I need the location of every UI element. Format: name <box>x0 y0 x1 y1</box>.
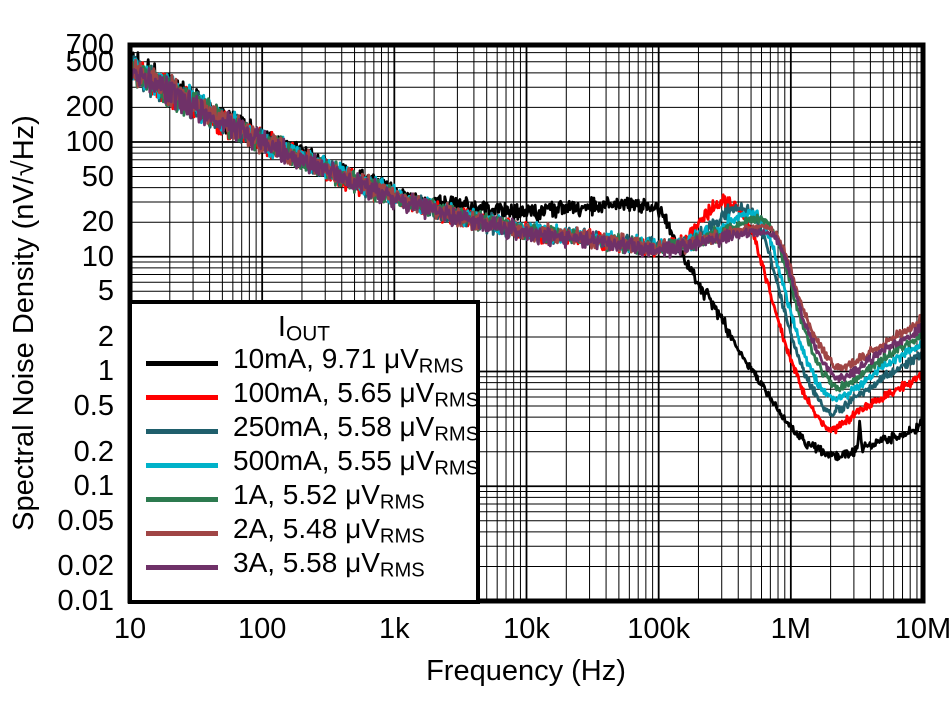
legend-swatch-1A <box>146 496 218 502</box>
legend-label-sub-3A: RMS <box>379 559 425 582</box>
y-tick-label-0.5: 0.5 <box>73 390 114 423</box>
legend-item-100mA: 100mA, 5.65 μVRMS <box>132 377 480 414</box>
legend-title-sub: OUT <box>285 322 331 346</box>
series-curves <box>130 51 923 462</box>
legend-label-sub-500mA: RMS <box>434 457 480 480</box>
x-tick-label-100k: 100k <box>627 613 691 645</box>
legend-label-sub-1A: RMS <box>379 491 425 514</box>
y-tick-label-20: 20 <box>81 206 114 239</box>
legend-swatch-3A <box>146 564 218 570</box>
y-tick-label-0.02: 0.02 <box>57 550 114 583</box>
legend-item-250mA: 250mA, 5.58 μVRMS <box>132 411 480 448</box>
y-tick-label-50: 50 <box>81 160 114 193</box>
legend-label-sub-100mA: RMS <box>434 389 480 412</box>
legend-label-500mA: 500mA, 5.55 μVRMS <box>233 445 480 480</box>
series-curve-3A <box>130 66 923 383</box>
y-tick-label-10: 10 <box>81 240 114 273</box>
legend-label-2A: 2A, 5.48 μVRMS <box>233 513 425 548</box>
legend-item-3A: 3A, 5.58 μVRMS <box>132 547 476 584</box>
x-tick-label-10M: 10M <box>894 613 952 645</box>
x-tick-label-10k: 10k <box>503 613 550 645</box>
y-tick-label-5: 5 <box>97 275 114 308</box>
y-tick-label-0.05: 0.05 <box>57 504 114 537</box>
legend-item-1A: 1A, 5.52 μVRMS <box>132 479 476 516</box>
legend-swatch-10mA <box>146 360 218 366</box>
y-tick-label-0.2: 0.2 <box>73 435 114 468</box>
legend-item-10mA: 10mA, 9.71 μVRMS <box>132 343 476 380</box>
y-tick-label-100: 100 <box>65 125 114 158</box>
legend-title: IOUT <box>132 308 476 346</box>
legend-label-sub-250mA: RMS <box>434 423 480 446</box>
y-tick-label-500: 500 <box>65 45 114 78</box>
legend-label-3A: 3A, 5.58 μVRMS <box>233 547 425 582</box>
legend-box: IOUT 10mA, 9.71 μVRMS 100mA, 5.65 μVRMS 25… <box>128 300 480 604</box>
y-tick-label-700: 700 <box>65 29 114 61</box>
legend-label-100mA: 100mA, 5.65 μVRMS <box>233 377 480 412</box>
legend-item-2A: 2A, 5.48 μVRMS <box>132 513 476 550</box>
legend-swatch-2A <box>146 530 218 536</box>
x-tick-label-1M: 1M <box>770 613 811 645</box>
y-tick-label-1: 1 <box>97 355 114 388</box>
legend-label-1A: 1A, 5.52 μVRMS <box>233 479 425 514</box>
legend-item-500mA: 500mA, 5.55 μVRMS <box>132 445 480 482</box>
y-tick-label-200: 200 <box>65 91 114 124</box>
legend-label-10mA: 10mA, 9.71 μVRMS <box>233 343 464 378</box>
legend-swatch-250mA <box>146 428 218 434</box>
y-axis-title: Spectral Noise Density (nV/√Hz) <box>8 115 40 531</box>
y-tick-label-0.1: 0.1 <box>73 470 114 503</box>
x-axis-title: Frequency (Hz) <box>426 655 626 687</box>
legend-title-main: I <box>277 311 286 343</box>
legend-rows: 10mA, 9.71 μVRMS 100mA, 5.65 μVRMS 250mA, … <box>132 343 480 584</box>
legend-swatch-500mA <box>146 462 218 468</box>
x-tick-label-10: 10 <box>113 613 147 645</box>
x-tick-label-100: 100 <box>237 613 287 645</box>
legend-label-sub-2A: RMS <box>379 525 425 548</box>
legend-swatch-100mA <box>146 394 218 400</box>
y-tick-label-0.01: 0.01 <box>57 585 114 617</box>
x-tick-label-1k: 1k <box>379 613 410 645</box>
legend-label-sub-10mA: RMS <box>418 355 464 378</box>
y-tick-label-2: 2 <box>97 320 114 353</box>
legend-label-250mA: 250mA, 5.58 μVRMS <box>233 411 480 446</box>
